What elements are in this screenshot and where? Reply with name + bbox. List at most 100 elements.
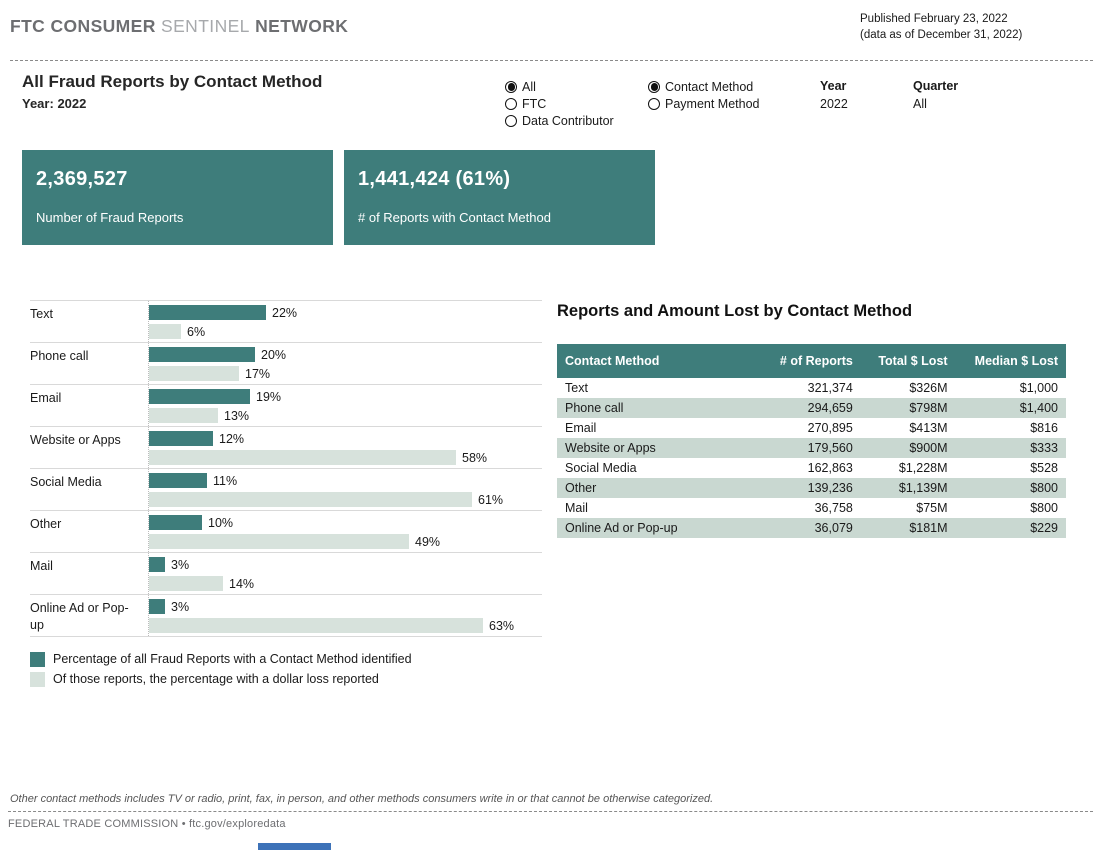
radio-label: All (522, 80, 536, 94)
bar-value-label: 22% (272, 306, 297, 320)
cell-total-lost: $1,139M (861, 478, 956, 498)
bar-value-label: 11% (213, 474, 237, 488)
cell-contact-method: Website or Apps (557, 438, 762, 458)
radio-icon (505, 98, 517, 110)
chart-row: Phone call 20% 17% (30, 343, 542, 385)
radio-label: FTC (522, 97, 546, 111)
column-header[interactable]: Total $ Lost (861, 344, 956, 378)
stat-card-label: Number of Fraud Reports (36, 210, 183, 225)
radio-option-contact-method[interactable]: Contact Method (648, 78, 760, 95)
cell-contact-method: Phone call (557, 398, 762, 418)
table-row[interactable]: Mail 36,758 $75M $800 (557, 498, 1066, 518)
year-filter-value[interactable]: 2022 (820, 97, 848, 111)
cell-total-lost: $413M (861, 418, 956, 438)
column-header[interactable]: Contact Method (557, 344, 762, 378)
stat-card-value: 1,441,424 (61%) (358, 168, 510, 191)
bar-value-label: 13% (224, 409, 249, 423)
table-row[interactable]: Website or Apps 179,560 $900M $333 (557, 438, 1066, 458)
table-row[interactable]: Other 139,236 $1,139M $800 (557, 478, 1066, 498)
cell-num-reports: 294,659 (762, 398, 861, 418)
bar-reports-pct[interactable] (149, 431, 213, 446)
chart-legend: Percentage of all Fraud Reports with a C… (30, 649, 412, 689)
cell-total-lost: $181M (861, 518, 956, 538)
contact-method-bar-chart: Text 22% 6% Phone call 20% 17% Email 19%… (30, 300, 542, 637)
table-row[interactable]: Phone call 294,659 $798M $1,400 (557, 398, 1066, 418)
bar-reports-pct[interactable] (149, 473, 207, 488)
footer-divider (8, 811, 1093, 812)
bar-loss-pct[interactable] (149, 408, 218, 423)
bar-loss-pct[interactable] (149, 534, 409, 549)
chart-category-label: Online Ad or Pop-up (30, 600, 142, 634)
stat-card-value: 2,369,527 (36, 168, 128, 191)
cell-median-lost: $229 (956, 518, 1066, 538)
bar-value-label: 19% (256, 390, 281, 404)
bar-value-label: 10% (208, 516, 233, 530)
radio-label: Data Contributor (522, 114, 614, 128)
chart-category-label: Email (30, 390, 142, 407)
legend-swatch-light-icon (30, 672, 45, 687)
bar-loss-pct[interactable] (149, 324, 181, 339)
bar-value-label: 58% (462, 451, 487, 465)
bar-reports-pct[interactable] (149, 305, 266, 320)
bar-value-label: 63% (489, 619, 514, 633)
bar-loss-pct[interactable] (149, 492, 472, 507)
quarter-filter-value[interactable]: All (913, 97, 958, 111)
table-title: Reports and Amount Lost by Contact Metho… (557, 302, 912, 321)
chart-category-label: Website or Apps (30, 432, 142, 449)
bar-reports-pct[interactable] (149, 557, 165, 572)
table-row[interactable]: Social Media 162,863 $1,228M $528 (557, 458, 1066, 478)
cell-total-lost: $798M (861, 398, 956, 418)
radio-option-data-contributor[interactable]: Data Contributor (505, 112, 614, 129)
column-header[interactable]: # of Reports (762, 344, 861, 378)
table-row[interactable]: Text 321,374 $326M $1,000 (557, 378, 1066, 398)
reports-amount-table: Contact Method # of Reports Total $ Lost… (557, 344, 1066, 538)
legend-item-contact-method[interactable]: Percentage of all Fraud Reports with a C… (30, 649, 412, 669)
cell-total-lost: $326M (861, 378, 956, 398)
radio-option-payment-method[interactable]: Payment Method (648, 95, 760, 112)
year-filter: Year 2022 (820, 79, 848, 111)
radio-option-ftc[interactable]: FTC (505, 95, 614, 112)
cell-median-lost: $1,000 (956, 378, 1066, 398)
chart-category-label: Text (30, 306, 142, 323)
cell-median-lost: $1,400 (956, 398, 1066, 418)
cell-median-lost: $800 (956, 478, 1066, 498)
chart-category-label: Social Media (30, 474, 142, 491)
bar-reports-pct[interactable] (149, 515, 202, 530)
stat-card-total-reports: 2,369,527 Number of Fraud Reports (22, 150, 333, 245)
bar-reports-pct[interactable] (149, 599, 165, 614)
radio-option-all[interactable]: All (505, 78, 614, 95)
bar-loss-pct[interactable] (149, 618, 483, 633)
cell-num-reports: 162,863 (762, 458, 861, 478)
bottom-accent-bar (258, 843, 331, 850)
chart-row: Website or Apps 12% 58% (30, 427, 542, 469)
quarter-filter-label: Quarter (913, 79, 958, 93)
column-header[interactable]: Median $ Lost (956, 344, 1066, 378)
cell-num-reports: 36,758 (762, 498, 861, 518)
brand-part-3: NETWORK (255, 16, 348, 36)
bar-loss-pct[interactable] (149, 366, 239, 381)
bar-value-label: 17% (245, 367, 270, 381)
chart-category-label: Other (30, 516, 142, 533)
bar-value-label: 20% (261, 348, 286, 362)
bar-value-label: 49% (415, 535, 440, 549)
year-subtitle: Year: 2022 (22, 96, 86, 111)
legend-item-dollar-loss[interactable]: Of those reports, the percentage with a … (30, 669, 412, 689)
table-row[interactable]: Email 270,895 $413M $816 (557, 418, 1066, 438)
bar-loss-pct[interactable] (149, 576, 223, 591)
bar-reports-pct[interactable] (149, 389, 250, 404)
radio-icon (648, 81, 660, 93)
radio-label: Contact Method (665, 80, 753, 94)
bar-value-label: 14% (229, 577, 254, 591)
bar-loss-pct[interactable] (149, 450, 456, 465)
cell-contact-method: Email (557, 418, 762, 438)
radio-icon (505, 115, 517, 127)
cell-num-reports: 321,374 (762, 378, 861, 398)
cell-median-lost: $800 (956, 498, 1066, 518)
table-row[interactable]: Online Ad or Pop-up 36,079 $181M $229 (557, 518, 1066, 538)
cell-total-lost: $1,228M (861, 458, 956, 478)
cell-num-reports: 270,895 (762, 418, 861, 438)
bar-reports-pct[interactable] (149, 347, 255, 362)
year-subtitle-value: 2022 (57, 96, 86, 111)
table-header-row: Contact Method # of Reports Total $ Lost… (557, 344, 1066, 378)
chart-row: Email 19% 13% (30, 385, 542, 427)
